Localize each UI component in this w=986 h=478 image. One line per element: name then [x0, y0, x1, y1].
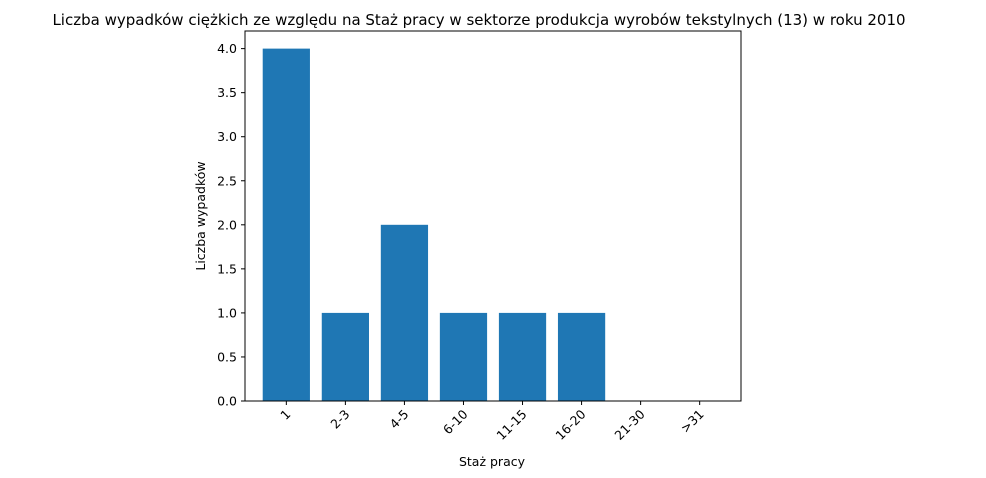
y-tick-label: 1.0: [217, 305, 237, 320]
y-tick-label: 0.5: [217, 349, 237, 364]
axes-frame: [244, 30, 742, 402]
bar-1: [262, 48, 310, 402]
x-tick-label: 2-3: [327, 407, 352, 432]
y-tick-label: 4.0: [217, 41, 237, 56]
x-tick-label: 1: [277, 407, 293, 423]
x-tick-label: 16-20: [552, 406, 588, 442]
x-tick-label: 6-10: [440, 406, 471, 437]
y-tick-label: 3.5: [217, 85, 237, 100]
x-tick-label: 4-5: [387, 407, 412, 432]
x-axis-label: Staż pracy: [459, 454, 526, 469]
y-axis-label: Liczba wypadków: [193, 161, 208, 270]
y-tick-label: 2.0: [217, 217, 237, 232]
x-tick-label: >31: [678, 407, 707, 436]
y-tick-label: 3.0: [217, 129, 237, 144]
x-tick-label: 21-30: [611, 406, 647, 442]
bar-2-3: [321, 312, 369, 401]
chart-title: Liczba wypadków ciężkich ze względu na S…: [52, 11, 905, 29]
y-tick-label: 2.5: [217, 173, 237, 188]
plot-area: 0.0 0.5 1.0 1.5 2.0 2.5 3.0 3.5 4.0 1 2-3 4-5 6-10 11…: [217, 30, 742, 443]
bar-11-15: [498, 312, 547, 401]
bar-6-10: [439, 312, 488, 401]
y-tick-label: 1.5: [217, 261, 237, 276]
bar-4-5: [380, 224, 429, 401]
bar-16-20: [557, 312, 606, 401]
x-tick-label: 11-15: [493, 407, 529, 443]
y-tick-label: 0.0: [217, 394, 237, 409]
